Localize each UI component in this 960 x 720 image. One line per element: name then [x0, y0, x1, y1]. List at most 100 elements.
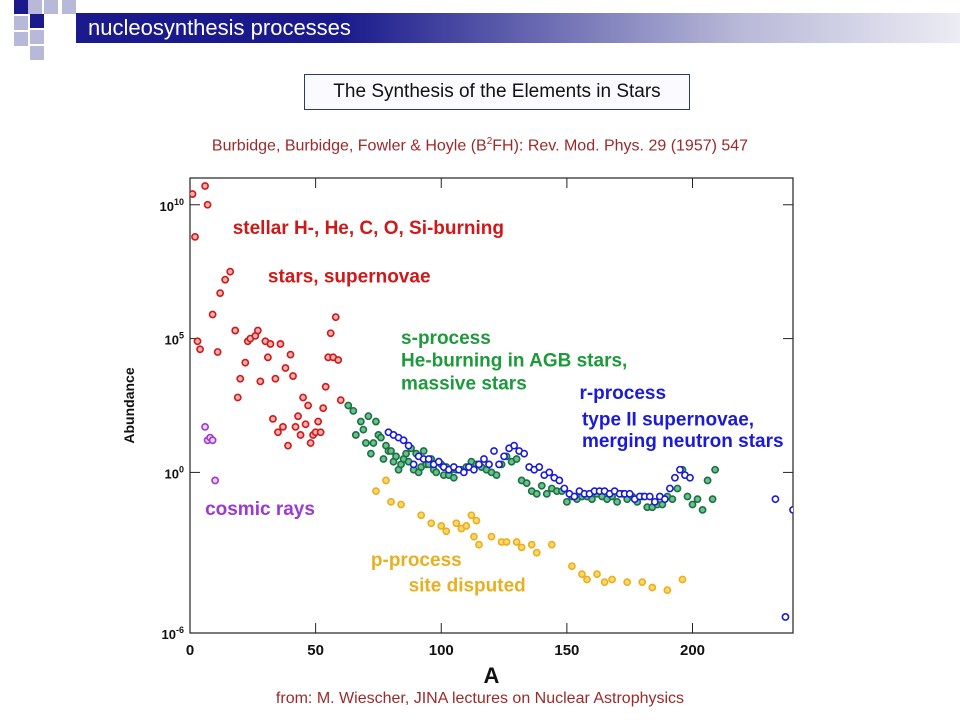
data-point	[547, 540, 556, 549]
data-point	[356, 417, 365, 426]
data-point	[470, 532, 478, 541]
data-point	[638, 578, 647, 587]
data-point	[472, 516, 481, 525]
data-point	[676, 465, 684, 474]
citation-sup: 2	[486, 136, 493, 147]
data-point	[366, 449, 375, 458]
data-point	[789, 505, 793, 514]
x-tick-label: 200	[680, 642, 705, 659]
y-tick-label: 1010	[160, 197, 184, 214]
series-3	[201, 423, 220, 485]
data-point	[434, 457, 443, 466]
data-point	[500, 452, 508, 461]
data-point	[387, 447, 395, 455]
data-point	[286, 350, 295, 359]
data-point	[567, 562, 576, 570]
x-tick-label: 50	[307, 642, 324, 659]
data-point	[527, 540, 536, 549]
data-point	[449, 473, 458, 482]
data-point	[392, 452, 400, 461]
data-point	[645, 492, 654, 501]
data-point	[522, 479, 531, 488]
data-point	[271, 374, 280, 383]
slide-title: nucleosynthesis processes	[88, 15, 351, 40]
y-tick-label: 105	[165, 331, 184, 348]
data-point	[510, 441, 519, 450]
x-tick-label: 150	[554, 642, 579, 659]
data-point	[686, 473, 694, 482]
data-point	[683, 492, 692, 501]
data-point	[241, 358, 250, 367]
annotation-p2: site disputed	[409, 576, 526, 597]
data-point	[532, 548, 541, 557]
annotation-r1: r-process	[579, 383, 666, 404]
annotation-stellar2: stars, supernovae	[268, 266, 431, 287]
data-point	[593, 570, 601, 579]
data-point	[442, 527, 451, 536]
data-point	[321, 382, 330, 391]
data-point	[349, 406, 358, 415]
x-tick-label: 0	[186, 642, 194, 659]
slide-logo-squares	[14, 0, 76, 60]
data-point	[452, 519, 461, 528]
data-point	[613, 497, 622, 506]
data-point	[693, 495, 702, 504]
data-point	[402, 449, 410, 458]
data-point	[304, 401, 312, 410]
data-point	[623, 578, 632, 587]
data-point	[190, 190, 197, 198]
data-point	[459, 468, 468, 477]
annotation-stellar1: stellar H-, He, C, O, Si-burning	[233, 218, 504, 239]
data-point	[485, 460, 493, 469]
data-point	[364, 412, 373, 421]
data-point	[502, 538, 511, 546]
data-point	[470, 465, 478, 474]
data-point	[359, 425, 368, 434]
data-point	[781, 613, 790, 621]
data-point	[369, 439, 378, 447]
data-point	[361, 439, 370, 447]
data-point	[668, 495, 677, 504]
data-point	[289, 372, 297, 380]
data-point	[201, 182, 209, 190]
data-point	[284, 441, 292, 450]
data-point	[517, 543, 526, 552]
data-point	[263, 353, 272, 362]
data-point	[306, 439, 315, 447]
data-point	[688, 500, 697, 509]
data-point	[316, 428, 325, 437]
data-point	[671, 473, 679, 482]
data-point	[231, 326, 240, 335]
series-0	[190, 182, 345, 450]
data-point	[208, 436, 217, 445]
data-point	[535, 463, 544, 471]
data-point	[351, 431, 360, 439]
data-point	[437, 522, 446, 530]
data-point	[399, 436, 408, 445]
data-point	[703, 476, 712, 485]
citation-suffix: FH): Rev. Mod. Phys. 29 (1957) 547	[492, 137, 749, 155]
data-point	[432, 468, 441, 477]
data-point	[625, 489, 634, 498]
data-point	[480, 455, 488, 463]
data-point	[382, 476, 390, 485]
data-point	[512, 538, 521, 546]
data-point	[314, 417, 323, 426]
citation-prefix: Burbidge, Burbidge, Fowler & Hoyle (B	[211, 137, 487, 155]
data-point	[301, 420, 310, 429]
data-point	[299, 393, 307, 402]
data-point	[372, 417, 380, 426]
abundance-chart: 0 50 100 150 200 1010 105 100 10-6 A Abundance stel…	[121, 177, 794, 688]
data-point	[213, 348, 222, 356]
data-point	[326, 329, 335, 338]
x-axis-label: A	[484, 663, 500, 688]
data-point	[600, 578, 609, 587]
data-point	[279, 423, 287, 431]
data-point	[583, 575, 591, 584]
y-tick-label: 100	[165, 464, 184, 481]
data-point	[462, 522, 471, 530]
data-point	[673, 484, 682, 493]
data-point	[319, 404, 328, 413]
annotation-r2: type II supernovae,	[582, 410, 754, 431]
data-point	[545, 468, 554, 477]
